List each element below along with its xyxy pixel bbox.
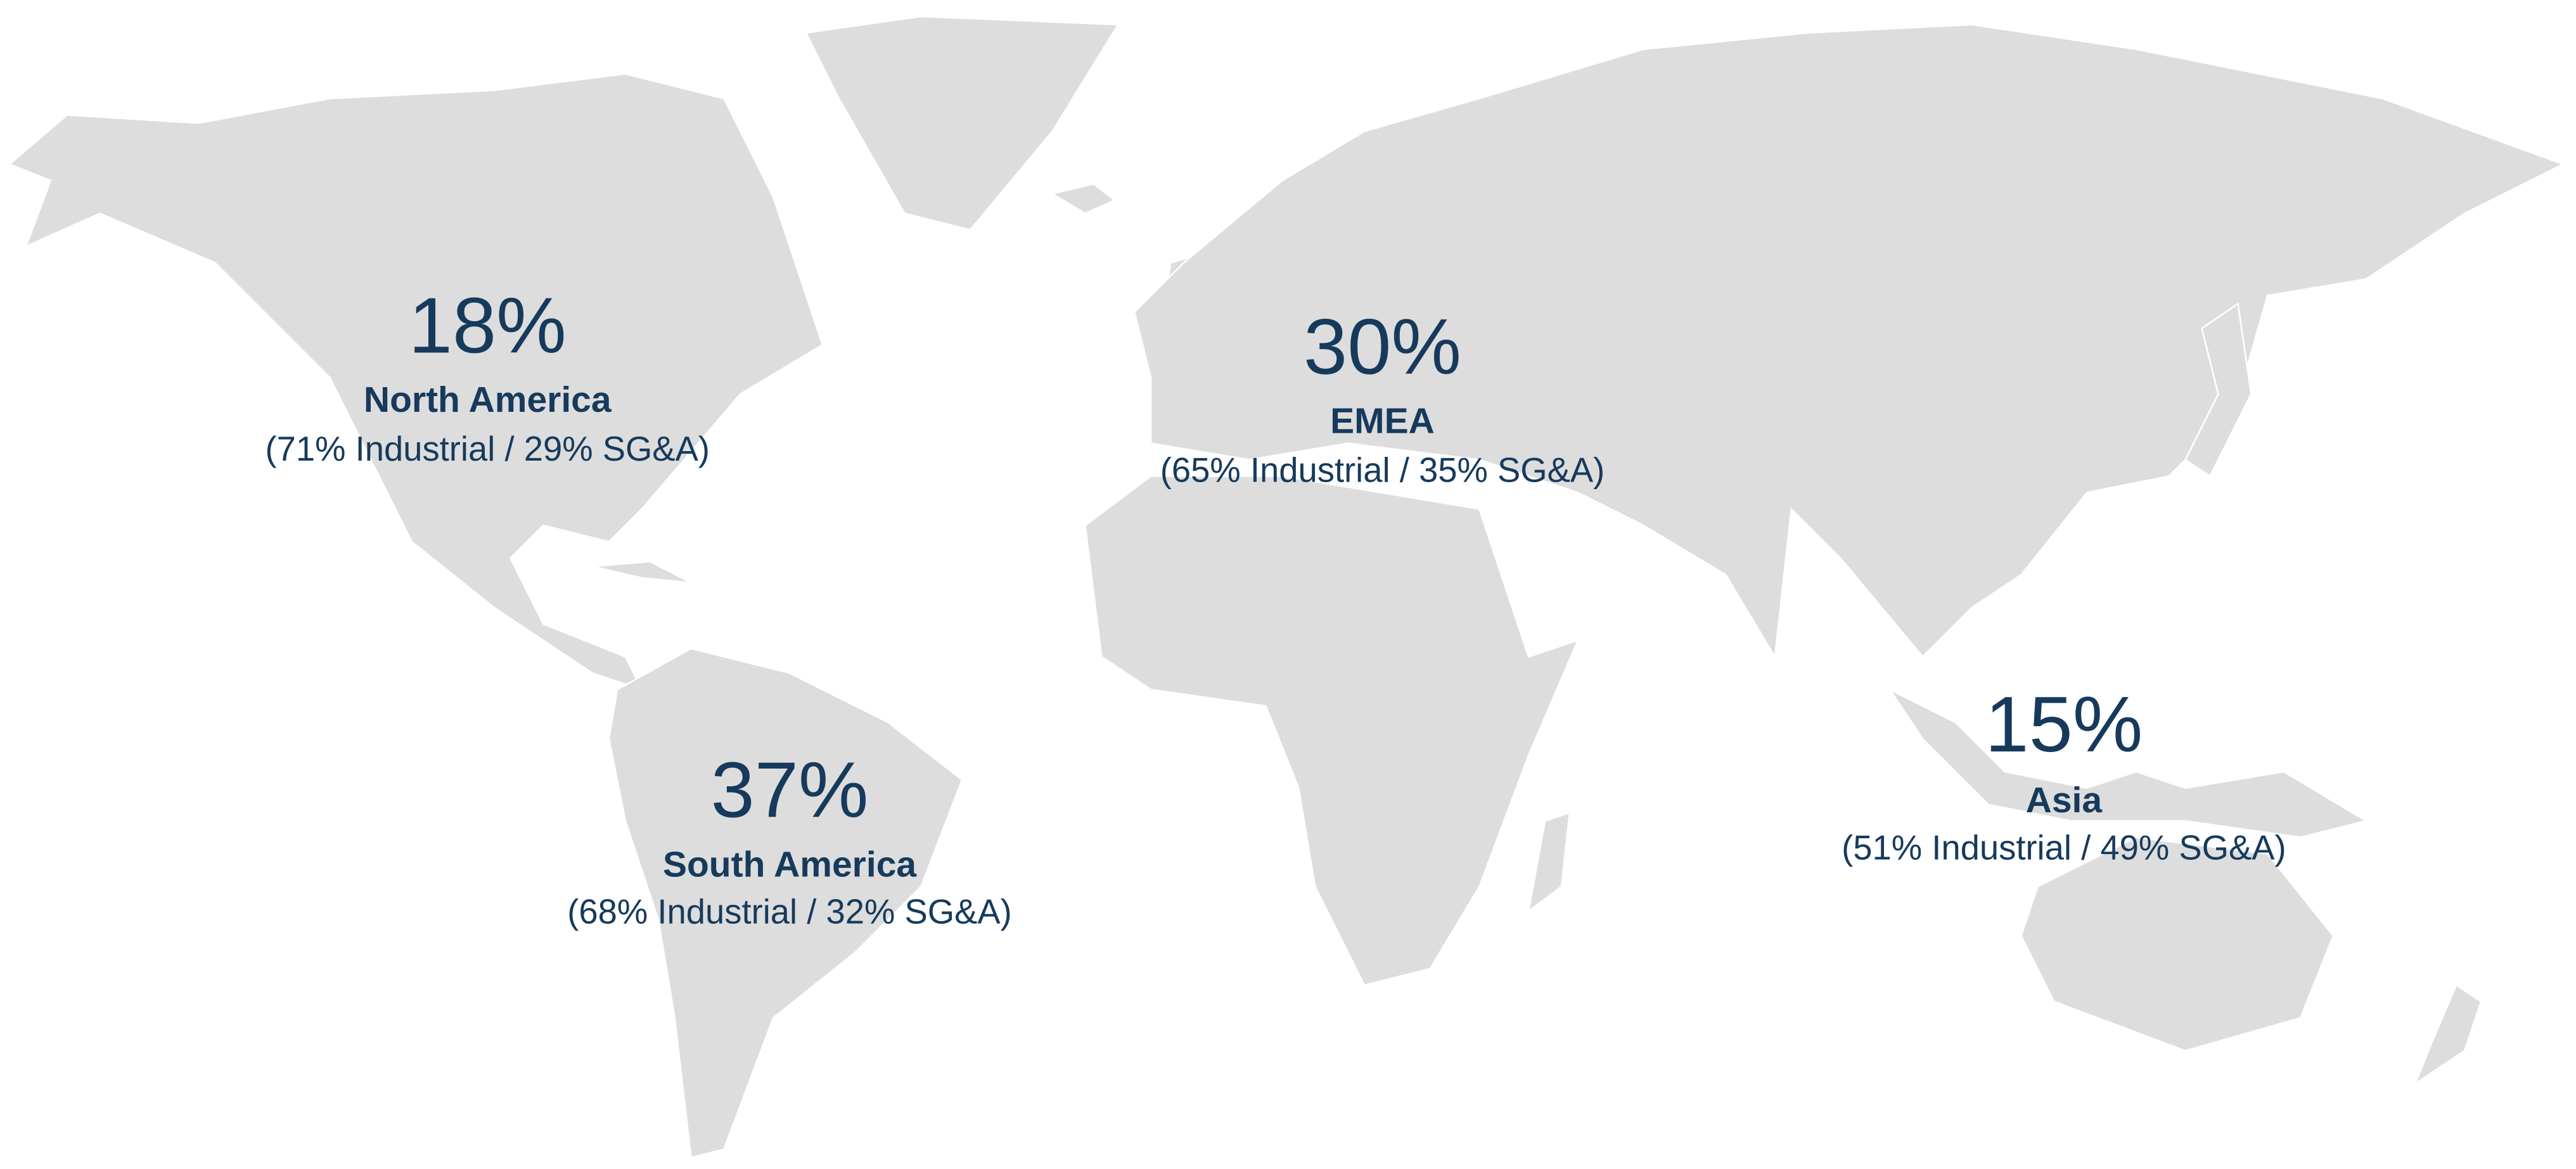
region-share: 30% — [1304, 303, 1461, 391]
region-name: North America — [364, 380, 612, 420]
region-share: 15% — [1985, 680, 2143, 769]
region-name: South America — [663, 844, 917, 885]
greenland — [804, 15, 1120, 231]
asia-label: 15% Asia (51% Industrial / 49% SG&A) — [1842, 680, 2286, 867]
emea-label: 30% EMEA (65% Industrial / 35% SG&A) — [1160, 303, 1605, 490]
caribbean — [592, 560, 692, 584]
iceland — [1050, 182, 1117, 215]
region-share: 37% — [711, 746, 869, 834]
eurasia — [1133, 23, 2565, 660]
region-name: EMEA — [1330, 401, 1435, 442]
north-america-label: 18% North America (71% Industrial / 29% … — [265, 281, 710, 468]
land-masses — [8, 15, 2565, 1159]
region-breakdown: (65% Industrial / 35% SG&A) — [1160, 451, 1605, 490]
region-breakdown: (51% Industrial / 49% SG&A) — [1842, 829, 2286, 867]
australia — [2020, 836, 2335, 1052]
region-breakdown: (71% Industrial / 29% SG&A) — [265, 430, 710, 468]
indonesia — [1887, 687, 2369, 838]
south-america — [608, 648, 963, 1159]
north-america — [8, 73, 824, 691]
madagascar — [1527, 811, 1571, 914]
region-breakdown: (68% Industrial / 32% SG&A) — [567, 893, 1012, 931]
japan — [2184, 302, 2252, 478]
south-america-label: 37% South America (68% Industrial / 32% … — [567, 746, 1012, 931]
region-share: 18% — [409, 281, 567, 369]
africa — [1084, 475, 1580, 987]
new-zealand — [2413, 983, 2482, 1086]
region-name: Asia — [2026, 780, 2103, 821]
